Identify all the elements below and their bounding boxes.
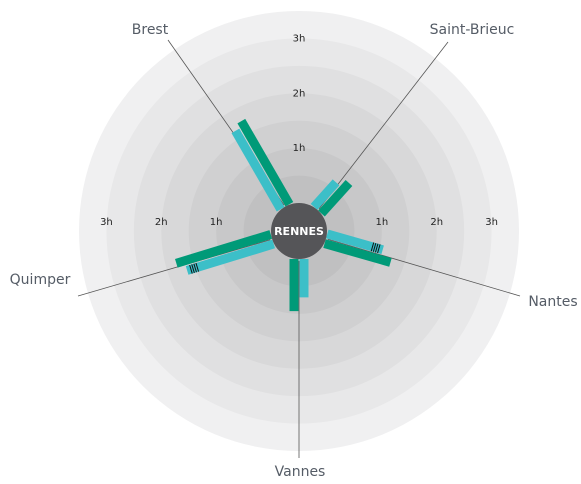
r-tick-label: 2h — [155, 217, 168, 228]
category-label: Saint-Brieuc — [430, 22, 515, 38]
bar — [323, 239, 392, 267]
hatch — [189, 264, 193, 274]
bar — [310, 179, 340, 210]
bar — [185, 239, 276, 275]
hatch — [195, 262, 200, 272]
r-tick-label: 2h — [430, 217, 443, 228]
hatch — [377, 244, 381, 254]
hatch — [191, 264, 195, 274]
r-tick-label: 3h — [485, 217, 498, 228]
r-tick-label: 2h — [293, 88, 306, 99]
bar — [326, 229, 384, 255]
r-tick-label: 1h — [293, 143, 306, 154]
bar — [318, 179, 353, 217]
leader-line — [318, 41, 449, 209]
bar — [175, 230, 273, 268]
bars — [175, 118, 392, 312]
center-circle — [271, 203, 327, 259]
leader-line — [327, 238, 521, 297]
r-tick-label: 1h — [376, 217, 389, 228]
hatch — [193, 263, 197, 273]
r-tick-label: 3h — [293, 33, 306, 44]
r-tick-label: 3h — [100, 217, 113, 228]
center-label: RENNES — [274, 225, 324, 238]
category-label: Nantes — [528, 294, 577, 310]
category-label: Quimper — [10, 272, 71, 288]
bar — [231, 128, 285, 212]
r-tick-label: 1h — [210, 217, 223, 228]
bar — [237, 118, 294, 207]
category-label: Vannes — [275, 464, 326, 480]
hatch — [374, 243, 379, 253]
category-label: Brest — [132, 22, 169, 38]
leader-line — [77, 239, 271, 297]
hatch — [372, 243, 377, 252]
hatch — [370, 242, 375, 252]
